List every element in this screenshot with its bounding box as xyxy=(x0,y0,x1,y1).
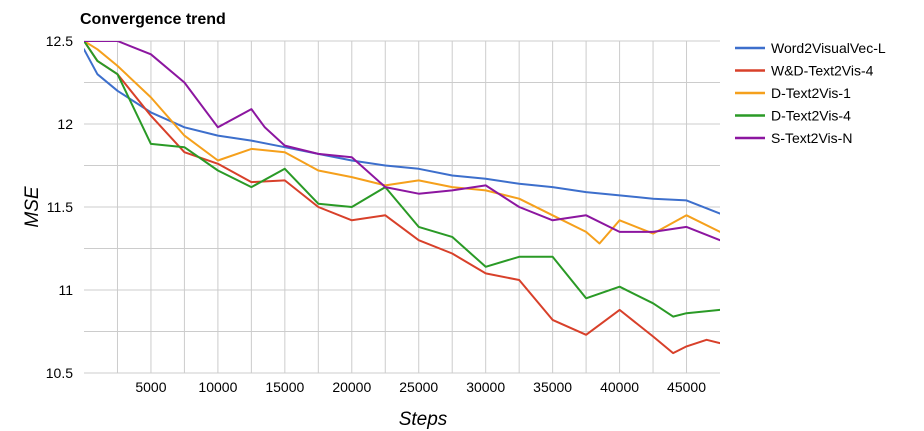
series-lines xyxy=(84,41,720,355)
x-axis-label: Steps xyxy=(399,409,448,430)
x-tick-label: 25000 xyxy=(399,379,438,395)
legend-label: D-Text2Vis-1 xyxy=(771,85,851,101)
y-tick-label: 12 xyxy=(57,116,73,132)
y-tick-label: 12.5 xyxy=(46,33,73,49)
legend-label: Word2VisualVec-L xyxy=(771,40,886,56)
chart-title: Convergence trend xyxy=(80,11,226,28)
x-tick-label: 20000 xyxy=(332,379,371,395)
series-line xyxy=(84,48,720,215)
y-tick-label: 11.5 xyxy=(47,199,73,215)
legend-label: S-Text2Vis-N xyxy=(771,130,852,146)
x-tick-label: 10000 xyxy=(198,379,237,395)
x-axis-ticks: 5000 10000 15000 20000 25000 30000 35000 40000 4… xyxy=(135,379,706,395)
legend-label: W&D-Text2Vis-4 xyxy=(771,63,874,79)
series-line xyxy=(84,41,720,242)
y-tick-label: 10.5 xyxy=(46,365,73,381)
y-tick-label: 11 xyxy=(58,282,73,298)
series-line xyxy=(84,41,720,245)
series-line xyxy=(84,41,720,318)
x-tick-label: 5000 xyxy=(135,379,166,395)
legend-label: D-Text2Vis-4 xyxy=(771,108,851,124)
x-tick-label: 40000 xyxy=(600,379,639,395)
y-axis-label: MSE xyxy=(22,186,43,228)
series-line xyxy=(84,41,720,355)
x-tick-label: 45000 xyxy=(667,379,706,395)
y-axis-ticks: 10.5 11 11.5 12 12.5 xyxy=(46,33,73,381)
x-tick-label: 35000 xyxy=(533,379,572,395)
x-tick-label: 15000 xyxy=(265,379,304,395)
legend: Word2VisualVec-L W&D-Text2Vis-4 D-Text2Vis… xyxy=(735,40,886,146)
x-tick-label: 30000 xyxy=(466,379,505,395)
